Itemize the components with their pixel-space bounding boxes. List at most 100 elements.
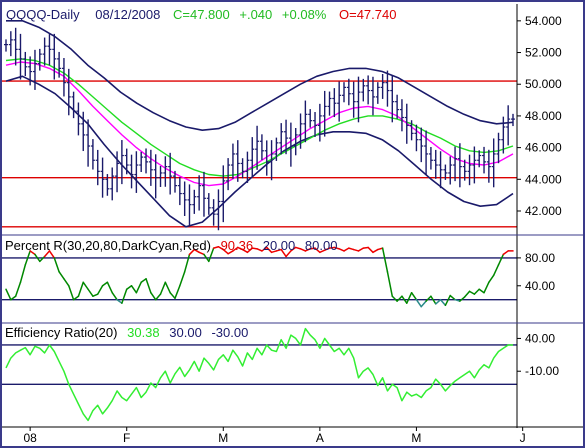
percent-r-segment: [410, 291, 418, 301]
price-bar: [293, 127, 298, 156]
price-bar: [28, 56, 33, 86]
percent-r-segment: [188, 248, 196, 256]
percent-r-segment: [473, 288, 480, 295]
price-bar: [279, 123, 284, 155]
x-tick-label: 08: [23, 431, 37, 445]
percent-r-segment: [208, 247, 215, 263]
percent-r-segment: [19, 264, 27, 284]
percent-r-segment: [58, 271, 65, 280]
price-bar: [100, 157, 105, 198]
percent-r-segment: [227, 250, 234, 255]
percent-r-segment: [121, 288, 128, 304]
x-tick-label: M: [411, 431, 421, 445]
price-bar: [8, 31, 13, 57]
er-line: [5, 327, 513, 422]
price-bar: [399, 99, 404, 132]
price-bar: [361, 78, 366, 102]
percent-r-segment: [372, 248, 379, 254]
price-bar: [139, 151, 144, 173]
price-tick-label: 54.000: [525, 14, 562, 28]
percent-r-segment: [183, 253, 191, 273]
price-bar: [414, 124, 419, 152]
percent-r-segment: [434, 298, 442, 305]
price-bar: [187, 184, 192, 226]
price-bar: [284, 119, 289, 155]
percent-r-segment: [217, 246, 225, 251]
er-title-line: Efficiency Ratio(20) 30.38 30.00 -30.00: [5, 325, 248, 340]
percent-r-segment: [381, 247, 389, 273]
price-tick-label: 42.000: [525, 204, 562, 218]
price-bar: [216, 189, 221, 231]
percent-r-panel: [2, 246, 517, 308]
percent-r-segment: [10, 295, 17, 301]
percent-r-value: 90.36: [221, 238, 254, 253]
percent-r-segment: [150, 291, 157, 301]
percent-r-segment: [290, 246, 297, 252]
price-bar: [211, 199, 216, 226]
percent-r-segment: [174, 285, 181, 300]
price-bar: [47, 34, 52, 66]
header-open: O=47.740: [339, 7, 396, 22]
price-bar: [129, 154, 134, 189]
percent-r-segment: [454, 298, 461, 302]
percent-r-segment: [386, 271, 394, 297]
price-bar: [37, 48, 42, 71]
price-bar: [482, 146, 487, 174]
er-tick-label: 40.00: [525, 331, 555, 345]
price-bar: [288, 122, 293, 167]
percent-r-segment: [145, 278, 152, 294]
x-tick-label: M: [218, 431, 228, 445]
price-bar: [115, 151, 120, 193]
percent-r-segment: [111, 291, 118, 301]
price-bar: [443, 164, 448, 180]
price-tick-label: 52.000: [525, 46, 562, 60]
x-tick-label: F: [123, 431, 130, 445]
price-bar: [390, 75, 395, 123]
price-bar: [168, 152, 173, 195]
percent-r-segment: [193, 248, 200, 254]
percent-r-segment: [72, 295, 80, 301]
percent-r-segment: [116, 298, 123, 304]
percent-r-segment: [502, 250, 509, 256]
header-change: +.040: [239, 7, 272, 22]
x-tick-label: A: [316, 431, 324, 445]
lower-band: [5, 75, 514, 228]
percent-r-segment: [34, 253, 41, 263]
percent-r-segment: [39, 255, 46, 263]
price-bar: [66, 68, 71, 116]
price-bar: [148, 149, 153, 186]
price-bar: [153, 154, 158, 199]
price-bar: [90, 139, 95, 170]
percent-r-segment: [154, 293, 162, 301]
er-level-high: 30.00: [169, 325, 202, 340]
price-bar: [119, 140, 124, 185]
percent-r-segment: [439, 298, 447, 307]
price-bar: [52, 33, 57, 80]
price-bar: [366, 75, 371, 105]
percent-r-segment: [43, 250, 51, 258]
percent-r-title-line: Percent R(30,20,80,DarkCyan,Red) 90.36 2…: [5, 238, 337, 253]
price-bar: [163, 156, 168, 187]
percent-r-segment: [261, 246, 268, 252]
price-bar: [158, 166, 163, 187]
price-bar: [424, 130, 429, 175]
er-level-low: -30.00: [211, 325, 248, 340]
price-bar: [332, 88, 337, 118]
header-line: QQQQ-Daily 08/12/2008 C=47.800 +.040 +0.…: [6, 7, 396, 22]
er-value: 30.38: [127, 325, 160, 340]
percent-r-segment: [444, 294, 451, 307]
percent-r-segment: [328, 246, 336, 249]
percent-r-segment: [357, 247, 365, 252]
percent-r-segment: [343, 247, 350, 252]
percent-r-segment: [294, 246, 302, 250]
price-bar: [4, 39, 8, 52]
price-bar: [182, 181, 187, 216]
slow-moving-average: [5, 58, 514, 177]
price-bar: [32, 49, 37, 90]
price-bar: [433, 149, 438, 179]
price-bar: [221, 165, 226, 223]
percent-r-segment: [14, 281, 22, 297]
percent-r-segment: [367, 246, 374, 254]
price-bar: [61, 58, 66, 97]
